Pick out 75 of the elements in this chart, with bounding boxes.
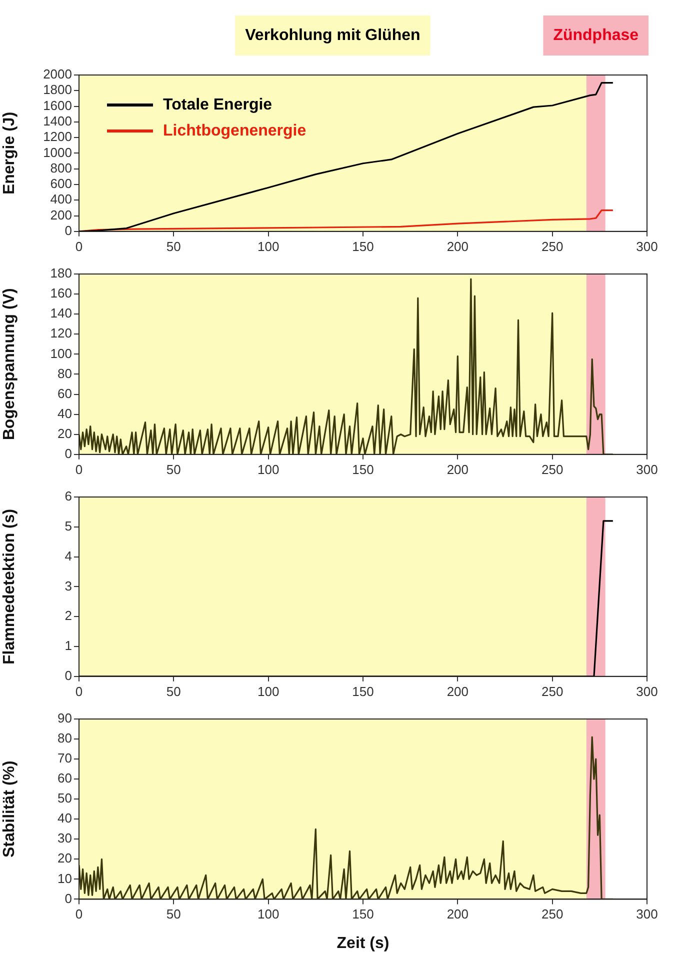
y-tick-label: 60 (58, 386, 72, 401)
x-tick-label: 300 (636, 684, 658, 699)
y-tick-label: 50 (58, 790, 72, 806)
y-tick-label: 180 (50, 266, 72, 281)
y-tick-label: 90 (58, 710, 72, 726)
y-tick-label: 2 (64, 608, 72, 624)
x-axis-title: Zeit (s) (336, 934, 390, 952)
y-tick-label: 140 (50, 306, 72, 321)
x-tick-label: 50 (166, 238, 181, 254)
x-tick-label: 300 (636, 906, 658, 922)
y-tick-label: 80 (58, 366, 72, 381)
y-tick-label: 0 (64, 668, 72, 683)
y-tick-label: 70 (58, 750, 72, 766)
x-tick-label: 50 (166, 462, 181, 477)
y-tick-label: 40 (58, 406, 72, 421)
band-label: Zündphase (553, 26, 639, 44)
x-tick-label: 100 (257, 906, 280, 922)
x-tick-label: 300 (636, 238, 658, 254)
x-tick-label: 0 (75, 462, 83, 477)
y-tick-label: 160 (50, 286, 72, 301)
y-tick-label: 1400 (43, 114, 72, 128)
x-tick-label: 250 (541, 684, 564, 699)
y-tick-label: 0 (64, 446, 72, 461)
x-tick-label: 0 (75, 684, 83, 699)
y-tick-label: 2000 (43, 66, 72, 82)
x-tick-label: 150 (352, 684, 374, 699)
y-tick-label: 1200 (43, 129, 72, 144)
y-tick-label: 1800 (43, 82, 72, 98)
y-tick-label: 5 (64, 518, 72, 534)
y-tick-label: 20 (58, 426, 72, 441)
x-tick-label: 200 (446, 462, 469, 477)
y-tick-label: 400 (50, 192, 72, 207)
y-tick-label: 20 (58, 850, 72, 866)
y-tick-label: 60 (58, 770, 72, 786)
y-tick-label: 200 (50, 207, 72, 222)
y-tick-label: 30 (58, 830, 72, 846)
y-tick-label: 600 (50, 176, 72, 192)
y-axis-title: Bogenspannung (V) (1, 288, 18, 440)
y-axis-title: Stabilität (%) (1, 760, 18, 858)
y-axis-title: Flammedetektion (s) (1, 508, 18, 664)
x-tick-label: 250 (541, 462, 564, 477)
x-tick-label: 250 (541, 906, 564, 922)
x-tick-label: 200 (446, 238, 469, 254)
x-tick-label: 300 (636, 462, 658, 477)
x-tick-label: 100 (257, 684, 280, 699)
y-tick-label: 80 (58, 730, 72, 746)
y-tick-label: 0 (64, 222, 72, 238)
x-tick-label: 150 (352, 906, 374, 922)
legend-label: Totale Energie (163, 96, 272, 114)
x-tick-label: 50 (166, 684, 181, 699)
y-tick-label: 0 (64, 890, 72, 906)
y-tick-label: 10 (58, 870, 72, 886)
x-tick-label: 50 (166, 906, 181, 922)
x-tick-label: 100 (257, 238, 280, 254)
y-tick-label: 3 (64, 578, 72, 594)
y-tick-label: 40 (58, 810, 72, 826)
x-tick-label: 250 (541, 238, 564, 254)
x-tick-label: 150 (352, 238, 374, 254)
band-label: Verkohlung mit Glühen (245, 26, 420, 44)
x-tick-label: 0 (75, 238, 83, 254)
y-tick-label: 1 (64, 638, 72, 654)
y-tick-label: 1600 (43, 98, 72, 113)
x-tick-label: 100 (257, 462, 280, 477)
y-tick-label: 6 (64, 488, 72, 504)
y-tick-label: 800 (50, 160, 72, 176)
x-tick-label: 150 (352, 462, 374, 477)
y-axis-title: Energie (J) (1, 112, 18, 195)
y-tick-label: 4 (64, 548, 72, 564)
y-tick-label: 100 (50, 346, 72, 361)
x-tick-label: 200 (446, 684, 469, 699)
x-tick-label: 0 (75, 906, 83, 922)
y-tick-label: 1000 (43, 144, 72, 160)
x-tick-label: 200 (446, 906, 469, 922)
legend-label: Lichtbogenenergie (163, 122, 306, 140)
y-tick-label: 120 (50, 326, 72, 341)
